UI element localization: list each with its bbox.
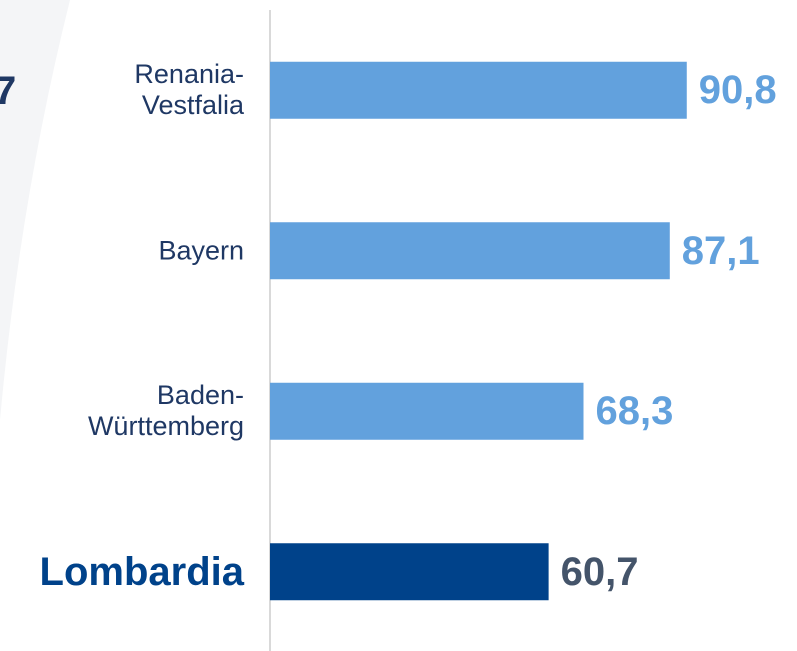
bar [270, 382, 584, 440]
category-label: Lombardia [39, 549, 244, 594]
value-label: 60,7 [560, 549, 639, 594]
value-label: 68,3 [595, 389, 674, 434]
category-label: Renania- Vestfalia [134, 59, 244, 121]
bar [270, 543, 549, 601]
bar [270, 222, 670, 280]
value-label: 90,8 [698, 68, 777, 113]
background-shape [0, 0, 70, 420]
bar [270, 61, 687, 119]
value-label: 87,1 [681, 228, 760, 273]
annotation: 7 [0, 69, 17, 113]
category-label: Baden- Württemberg [87, 380, 244, 442]
category-label: Bayern [158, 235, 244, 266]
